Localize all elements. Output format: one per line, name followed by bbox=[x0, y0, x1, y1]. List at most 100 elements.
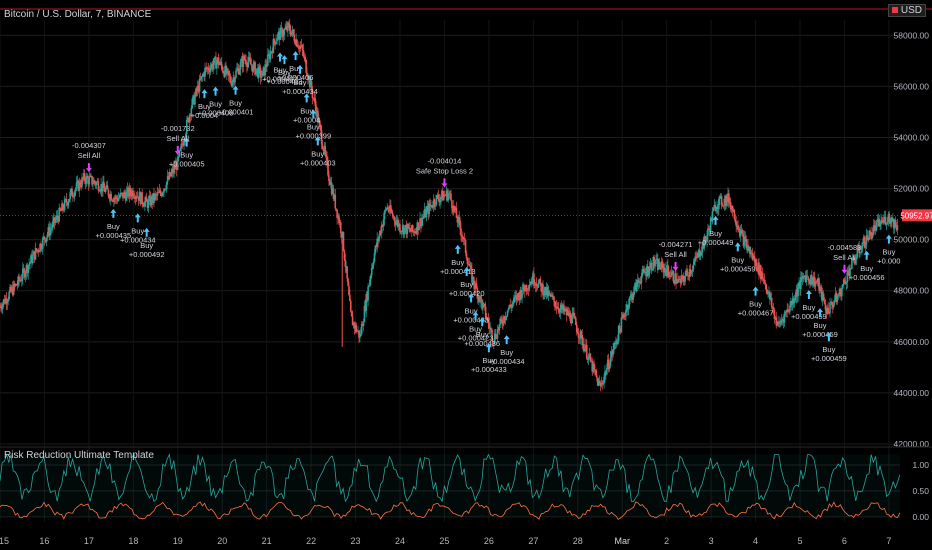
candle-body bbox=[449, 193, 451, 195]
candle-body bbox=[698, 249, 700, 253]
candle-body bbox=[132, 190, 134, 197]
candle-body bbox=[883, 216, 886, 219]
candle-body bbox=[604, 371, 606, 377]
candle-body bbox=[173, 166, 175, 173]
candle-body bbox=[279, 27, 282, 40]
candle-body bbox=[590, 360, 593, 362]
candle-body bbox=[544, 286, 547, 295]
candle-body bbox=[109, 193, 112, 200]
candle-body bbox=[715, 209, 717, 211]
candle-body bbox=[825, 309, 828, 314]
candle-body bbox=[552, 296, 554, 298]
candle-body bbox=[422, 216, 425, 218]
candle-body bbox=[401, 225, 404, 232]
candle-body bbox=[577, 333, 580, 338]
candle-body bbox=[249, 59, 252, 65]
candle-body bbox=[686, 270, 688, 273]
candle-body bbox=[791, 298, 794, 305]
candle-body bbox=[894, 220, 897, 227]
candle-body bbox=[215, 56, 217, 69]
candle-body bbox=[227, 70, 230, 76]
candle-body bbox=[51, 227, 53, 229]
candle-body bbox=[464, 240, 467, 254]
candle-body bbox=[452, 208, 454, 212]
candle-body bbox=[185, 133, 187, 140]
candle-body bbox=[482, 303, 484, 309]
candle-body bbox=[47, 227, 50, 235]
candle-body bbox=[322, 148, 325, 152]
candle-body bbox=[308, 76, 310, 80]
buy-label: Buy bbox=[482, 356, 495, 365]
candle-body bbox=[278, 31, 281, 40]
candle-body bbox=[478, 296, 481, 302]
candle-body bbox=[421, 219, 423, 227]
candle-body bbox=[772, 308, 775, 310]
candle-body bbox=[450, 193, 452, 201]
candle-body bbox=[618, 325, 621, 330]
candle-body bbox=[189, 114, 192, 117]
candle-body bbox=[160, 193, 163, 196]
buy-label: Buy bbox=[802, 303, 815, 312]
candle-body bbox=[18, 276, 20, 281]
candle-body bbox=[730, 205, 733, 210]
candle-body bbox=[654, 264, 656, 266]
candle-body bbox=[165, 181, 168, 189]
x-tick-label: 4 bbox=[753, 536, 758, 546]
candle-body bbox=[442, 195, 445, 201]
candle-body bbox=[69, 192, 71, 200]
candle-body bbox=[729, 202, 731, 204]
candle-body bbox=[733, 209, 736, 219]
candle-body bbox=[502, 323, 504, 325]
candle-body bbox=[255, 69, 257, 75]
candle-body bbox=[614, 343, 616, 344]
candle-body bbox=[491, 329, 493, 341]
candle-body bbox=[689, 269, 692, 274]
candle-body bbox=[769, 291, 771, 300]
candle-body bbox=[44, 239, 47, 242]
candle-body bbox=[722, 205, 725, 207]
candle-body bbox=[615, 343, 617, 344]
candle-body bbox=[517, 293, 520, 295]
candle-body bbox=[582, 343, 584, 346]
sell-label: Sell All bbox=[78, 151, 101, 160]
candle-body bbox=[445, 190, 448, 196]
candle-body bbox=[468, 264, 471, 267]
candle-body bbox=[663, 267, 665, 273]
candle-body bbox=[254, 62, 256, 75]
candle-body bbox=[320, 130, 323, 145]
indicator-title: Risk Reduction Ultimate Template bbox=[4, 450, 154, 461]
candle-body bbox=[274, 42, 276, 45]
candle-body bbox=[856, 250, 859, 258]
candle-body bbox=[743, 236, 746, 246]
candle-body bbox=[746, 244, 748, 248]
candle-body bbox=[871, 232, 873, 239]
buy-arrow-icon bbox=[454, 244, 461, 254]
candle-body bbox=[428, 203, 430, 215]
candle-body bbox=[186, 117, 189, 120]
candle-body bbox=[359, 334, 361, 338]
buy-arrow-icon bbox=[485, 343, 492, 353]
candle-body bbox=[725, 195, 727, 206]
candle-body bbox=[112, 200, 114, 202]
candle-body bbox=[466, 258, 469, 264]
buy-label: Buy bbox=[300, 106, 313, 115]
candle-body bbox=[402, 225, 405, 235]
candle-body bbox=[644, 272, 646, 273]
candle-body bbox=[225, 66, 227, 74]
candle-body bbox=[858, 246, 860, 254]
candle-body bbox=[416, 222, 419, 234]
candle-body bbox=[753, 255, 756, 262]
candle-body bbox=[527, 289, 530, 291]
candle-body bbox=[21, 268, 24, 279]
candle-body bbox=[876, 219, 879, 222]
candle-body bbox=[294, 41, 296, 45]
candle-body bbox=[855, 257, 858, 260]
x-tick-label: 28 bbox=[573, 536, 583, 546]
buy-arrow-icon bbox=[503, 335, 510, 345]
candle-body bbox=[426, 205, 429, 210]
candle-body bbox=[749, 253, 752, 254]
candle-body bbox=[187, 117, 190, 123]
currency-badge[interactable]: USD bbox=[887, 4, 926, 17]
candle-body bbox=[872, 232, 874, 235]
